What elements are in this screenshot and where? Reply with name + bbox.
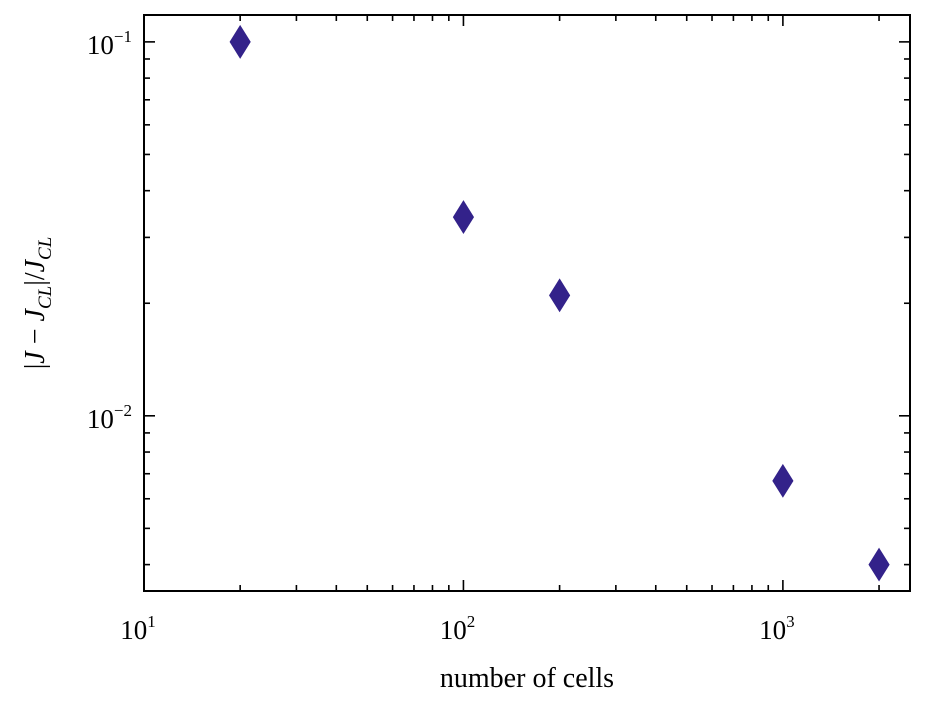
- x-tick-label: 101: [120, 612, 156, 645]
- data-point-diamond: [772, 463, 794, 498]
- x-tick-label: 102: [440, 612, 476, 645]
- y-tick-label: 10−2: [87, 401, 132, 434]
- data-point-diamond: [452, 200, 475, 235]
- data-point-diamond: [229, 24, 251, 59]
- axis-ticks: [143, 15, 910, 591]
- plot-frame: [143, 14, 911, 592]
- data-points: [229, 24, 890, 582]
- tick-labels: 101 102 103 10−2 10−1: [87, 27, 795, 645]
- data-point-diamond: [549, 278, 571, 313]
- y-tick-label: 10−1: [87, 27, 132, 60]
- x-axis-title: number of cells: [440, 663, 614, 694]
- x-tick-label: 103: [759, 612, 795, 645]
- data-point-diamond: [868, 547, 890, 582]
- y-axis-title: |J − JCL|/JCL: [20, 237, 56, 370]
